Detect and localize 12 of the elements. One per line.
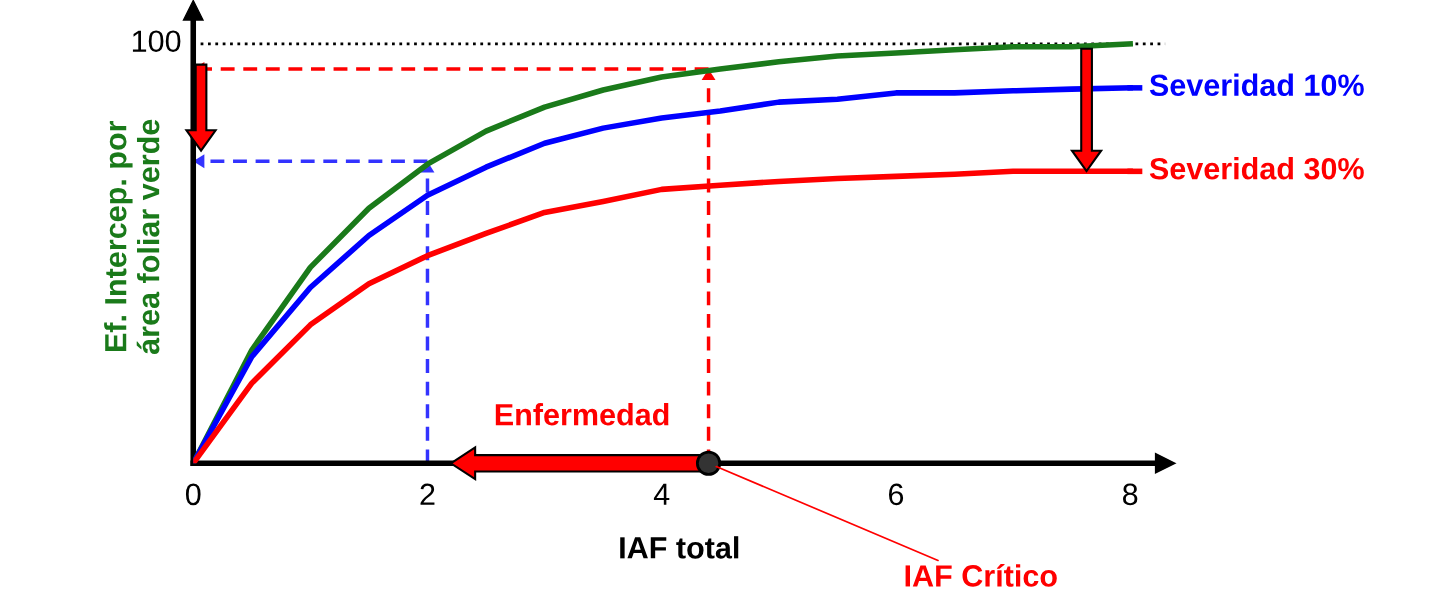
legend-label: Severidad 10% — [1149, 73, 1364, 97]
x-tick-label: 2 — [420, 483, 435, 505]
text: 100 — [132, 30, 181, 53]
legend-label: Severidad 30% — [1149, 157, 1364, 180]
x-axis-title: IAF total — [620, 536, 739, 559]
x-tick-label: 4 — [653, 483, 670, 505]
y-axis-title: Ef. Intercep. por área foliar verde — [104, 119, 160, 355]
annotation: Enfermedad — [495, 403, 669, 426]
annotation: IAF Crítico — [905, 564, 1057, 587]
x-tick-label: 8 — [1123, 483, 1138, 506]
x-tick-label: 0 — [185, 483, 201, 506]
x-tick-label: 6 — [889, 483, 904, 506]
